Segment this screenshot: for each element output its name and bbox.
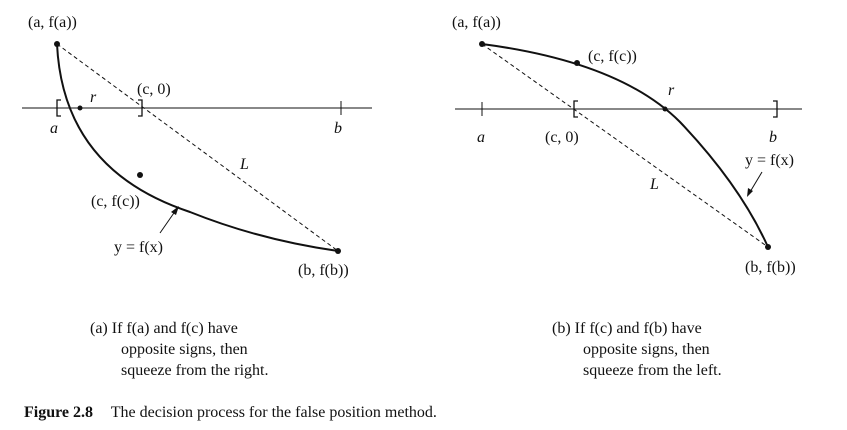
panel-a-caption: (a) If f(a) and f(c) have opposite signs… bbox=[90, 318, 269, 381]
panel-b-caption: (b) If f(c) and f(b) have opposite signs… bbox=[552, 318, 722, 381]
point-a bbox=[479, 41, 485, 47]
right-bracket bbox=[773, 100, 778, 118]
right-bracket bbox=[138, 99, 143, 117]
label-point-a: (a, f(a)) bbox=[28, 14, 77, 31]
curve-arrow bbox=[749, 171, 763, 193]
point-a bbox=[54, 41, 60, 47]
caption-line: squeeze from the left. bbox=[583, 362, 722, 379]
caption-line: (b) If f(c) and f(b) have bbox=[552, 320, 702, 337]
root-point bbox=[662, 106, 668, 112]
point-b bbox=[765, 244, 771, 250]
secant-line bbox=[481, 43, 769, 248]
secant-line bbox=[56, 43, 339, 252]
label-secant: L bbox=[649, 176, 659, 193]
figure-diagram: (a, f(a)) (c, 0) r a b L (c, f(c)) y = f… bbox=[22, 14, 802, 279]
curve-arrow bbox=[159, 209, 177, 234]
label-root: r bbox=[668, 82, 675, 99]
label-c0: (c, 0) bbox=[137, 81, 171, 98]
label-curve: y = f(x) bbox=[745, 152, 794, 169]
root-point bbox=[77, 105, 83, 111]
caption-line: opposite signs, then bbox=[583, 341, 710, 358]
point-c bbox=[574, 60, 580, 66]
figure-caption-text: The decision process for the false posit… bbox=[110, 404, 437, 421]
label-point-c: (c, f(c)) bbox=[91, 193, 140, 210]
label-point-c: (c, f(c)) bbox=[588, 48, 637, 65]
panel-b: (a, f(a)) (c, f(c)) r a (c, 0) b y = f(x… bbox=[452, 14, 802, 276]
left-bracket bbox=[56, 99, 61, 117]
caption-line: (a) If f(a) and f(c) have bbox=[90, 320, 238, 337]
label-point-b: (b, f(b)) bbox=[745, 259, 796, 276]
label-tick-b: b bbox=[769, 129, 777, 146]
figure-caption: Figure 2.8 The decision process for the … bbox=[24, 404, 437, 422]
label-tick-a: a bbox=[477, 129, 485, 146]
function-curve bbox=[481, 43, 769, 248]
figure-number: Figure 2.8 bbox=[24, 404, 94, 421]
label-secant: L bbox=[239, 156, 249, 173]
panel-a: (a, f(a)) (c, 0) r a b L (c, f(c)) y = f… bbox=[22, 14, 372, 279]
label-root: r bbox=[90, 89, 97, 106]
caption-line: squeeze from the right. bbox=[121, 362, 269, 379]
caption-line: opposite signs, then bbox=[121, 341, 248, 358]
point-b bbox=[335, 248, 341, 254]
label-point-b: (b, f(b)) bbox=[298, 262, 349, 279]
label-c0: (c, 0) bbox=[545, 129, 579, 146]
label-tick-a: a bbox=[50, 120, 58, 137]
label-curve: y = f(x) bbox=[114, 239, 163, 256]
curve-arrow-head bbox=[747, 188, 753, 197]
function-curve bbox=[56, 43, 339, 252]
point-c bbox=[137, 172, 143, 178]
curve-arrow-head bbox=[171, 206, 179, 215]
label-tick-b: b bbox=[334, 120, 342, 137]
label-point-a: (a, f(a)) bbox=[452, 14, 501, 31]
